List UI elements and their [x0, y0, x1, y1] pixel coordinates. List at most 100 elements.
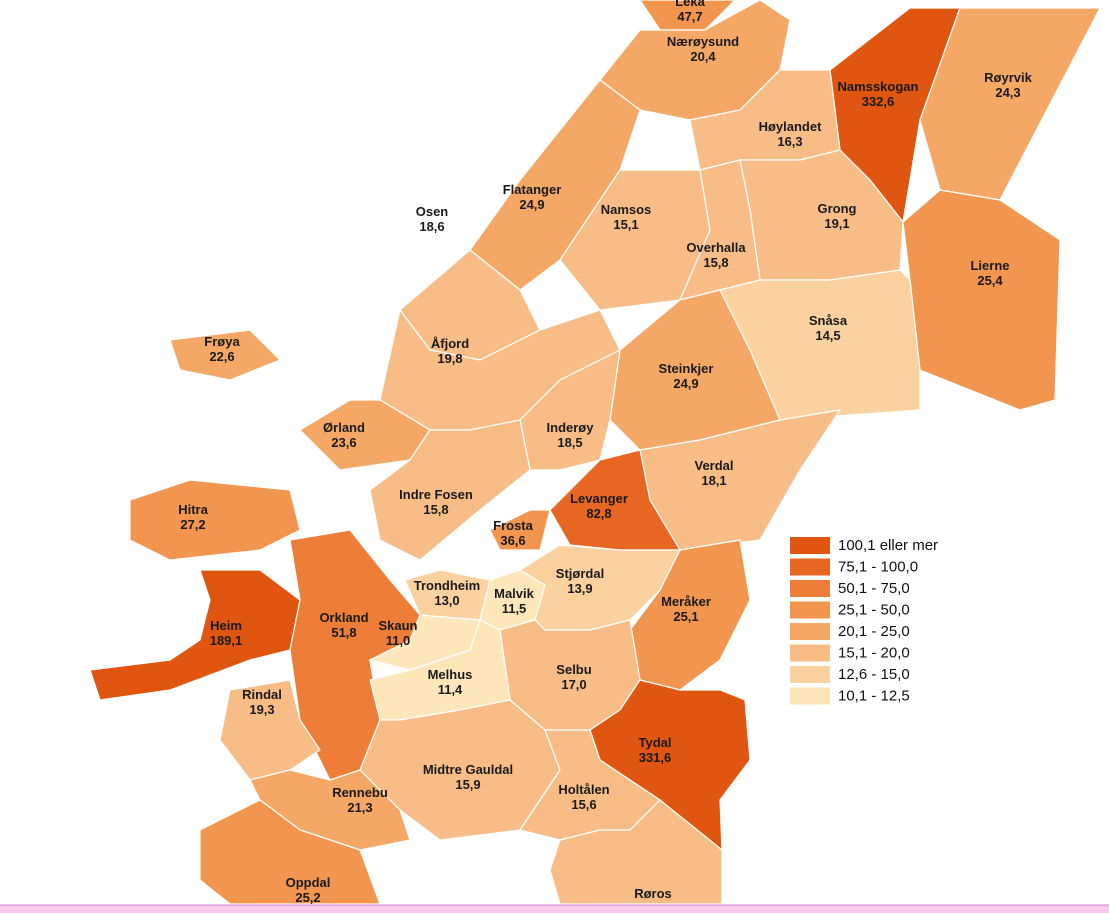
- region: [902, 189, 1061, 411]
- region: [599, 0, 791, 121]
- region-name: Ørland: [323, 420, 365, 435]
- region-name: Verdal: [694, 458, 733, 473]
- region-value: 11,5: [502, 601, 527, 616]
- region-value: 51,8: [331, 625, 356, 640]
- region-name: Hitra: [178, 502, 208, 517]
- region-name: Trondheim: [414, 578, 480, 593]
- region-value: 24,9: [673, 376, 698, 391]
- region-value: 47,7: [677, 9, 702, 24]
- region-value: 18,1: [701, 473, 726, 488]
- legend-swatch: [790, 537, 830, 554]
- legend-swatch: [790, 558, 830, 576]
- region-name: Rennebu: [332, 785, 388, 800]
- region-name: Midtre Gauldal: [423, 762, 513, 777]
- region: [89, 569, 301, 701]
- region-value: 25,4: [977, 273, 1003, 288]
- region-name: Selbu: [556, 662, 591, 677]
- region-value: 21,3: [347, 800, 372, 815]
- region: [129, 479, 301, 561]
- region-name: Indre Fosen: [399, 487, 473, 502]
- legend-label: 12,6 - 15,0: [838, 666, 910, 683]
- region-name: Snåsa: [809, 313, 848, 328]
- legend-label: 100,1 eller mer: [838, 537, 938, 554]
- region-value: 15,6: [571, 797, 596, 812]
- region-value: 11,0: [386, 633, 411, 648]
- legend-label: 10,1 - 12,5: [838, 687, 910, 704]
- region-value: 13,0: [434, 593, 459, 608]
- legend-swatch: [790, 580, 830, 597]
- region-name: Osen: [416, 204, 449, 219]
- region-value: 25,2: [295, 890, 320, 905]
- region-name: Namsos: [601, 202, 652, 217]
- region-name: Heim: [210, 618, 242, 633]
- legend-swatch: [790, 644, 830, 662]
- legend-label: 20,1 - 25,0: [838, 623, 910, 640]
- region-value: 18,5: [557, 435, 582, 450]
- region-value: 20,4: [690, 49, 716, 64]
- region: [549, 799, 723, 905]
- region: [919, 7, 1101, 201]
- region-value: 24,9: [519, 197, 544, 212]
- region-name: Flatanger: [503, 182, 562, 197]
- region-name: Skaun: [378, 618, 417, 633]
- region: [469, 79, 641, 291]
- region-value: 15,8: [423, 502, 448, 517]
- region-name: Åfjord: [431, 336, 469, 351]
- region-value: 17,0: [561, 677, 586, 692]
- region-value: 13,9: [567, 581, 592, 596]
- region-value: 24,3: [995, 85, 1020, 100]
- region-value: 331,6: [639, 750, 672, 765]
- region-value: 19,1: [824, 216, 849, 231]
- region-value: 23,6: [331, 435, 356, 450]
- region-value: 27,2: [180, 517, 205, 532]
- region-name: Rindal: [242, 687, 282, 702]
- region-value: 15,1: [613, 217, 638, 232]
- region-name: Inderøy: [547, 420, 595, 435]
- region-name: Frøya: [204, 334, 240, 349]
- region-name: Lierne: [970, 258, 1009, 273]
- region-value: 22,6: [209, 349, 234, 364]
- region-name: Oppdal: [286, 875, 331, 890]
- legend-swatch: [790, 666, 830, 683]
- region-value: 189,1: [210, 633, 243, 648]
- region-name: Namsskogan: [838, 79, 919, 94]
- region-value: 16,3: [777, 134, 802, 149]
- region: [549, 449, 682, 551]
- region-value: 19,3: [249, 702, 274, 717]
- region-value: 25,1: [673, 609, 698, 624]
- bottom-bar: [0, 905, 1109, 913]
- region-name: Røros: [634, 886, 672, 901]
- legend-swatch: [790, 687, 830, 705]
- region: [519, 348, 621, 471]
- legend-label: 25,1 - 50,0: [838, 601, 910, 618]
- region-name: Frosta: [493, 518, 534, 533]
- region-value: 15,9: [455, 777, 480, 792]
- region-value: 18,6: [419, 219, 444, 234]
- region: [169, 329, 282, 381]
- region-name: Meråker: [661, 594, 711, 609]
- region-name: Grong: [818, 201, 857, 216]
- region: [219, 679, 321, 781]
- region-value: 332,6: [862, 94, 895, 109]
- region-name: Melhus: [428, 667, 473, 682]
- region-name: Overhalla: [686, 240, 746, 255]
- legend-label: 75,1 - 100,0: [838, 558, 918, 575]
- region-value: 11,4: [438, 682, 463, 697]
- region-value: 36,6: [500, 533, 525, 548]
- region-value: 19,8: [437, 351, 462, 366]
- legend-swatch: [790, 623, 830, 640]
- region-value: 15,8: [703, 255, 728, 270]
- region: [199, 799, 381, 905]
- regions: [89, 0, 1101, 905]
- region-value: 14,5: [815, 328, 840, 343]
- region-name: Høylandet: [759, 119, 823, 134]
- region-name: Malvik: [494, 586, 535, 601]
- region-name: Røyrvik: [984, 70, 1032, 85]
- region-name: Tydal: [639, 735, 672, 750]
- region-name: Stjørdal: [556, 566, 604, 581]
- region: [369, 419, 531, 561]
- region-name: Nærøysund: [667, 34, 739, 49]
- legend-swatch: [790, 601, 830, 619]
- region-name: Holtålen: [558, 782, 609, 797]
